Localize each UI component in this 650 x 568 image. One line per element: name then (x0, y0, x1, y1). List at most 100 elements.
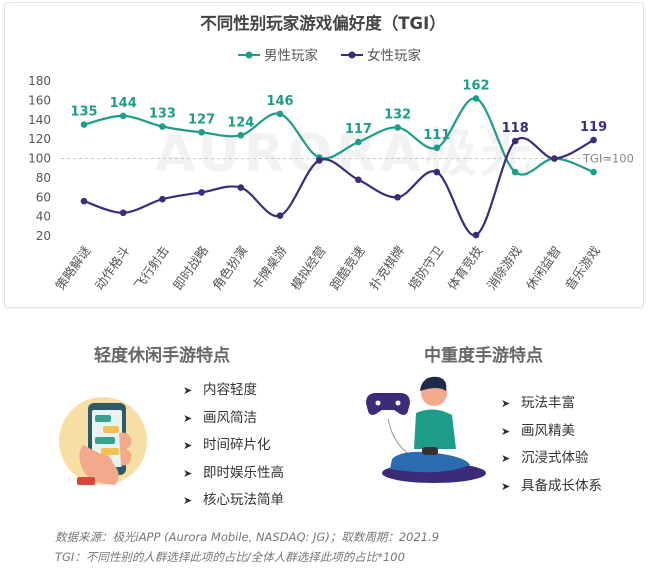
x-tick-label: 即时战略 (170, 243, 211, 293)
source-footnote: 数据来源：极光iAPP (Aurora Mobile, NASDAQ: JG)；… (55, 530, 440, 544)
x-tick-label: 跑酷竞速 (327, 243, 368, 293)
legend-label: 女性玩家 (367, 47, 421, 64)
light-game-features: ➤ 内容轻度 ➤ 画风简洁 ➤ 时间碎片化 ➤ 即时娱乐性高 ➤ 核心玩法简单 (183, 379, 284, 517)
reference-line-label: TGI=100 (582, 152, 634, 166)
data-labels: 135 144 133 127 124 146 117 132 111 162 118 119 (70, 78, 607, 142)
list-item: ➤ 画风精美 (501, 420, 602, 448)
heavy-game-title: 中重度手游特点 (424, 346, 543, 366)
chart-title: 不同性别玩家游戏偏好度（TGI） (200, 13, 445, 33)
data-label: 119 (580, 120, 607, 135)
light-game-title: 轻度休闲手游特点 (94, 346, 230, 366)
data-point (159, 195, 166, 203)
data-point (237, 184, 245, 191)
data-point (394, 193, 401, 201)
x-tick-label: 消除游戏 (484, 243, 525, 293)
data-point (276, 110, 284, 118)
data-label: 162 (462, 78, 489, 93)
arrow-right-icon: ➤ (183, 411, 193, 425)
y-tick-label: 140 (28, 113, 51, 127)
data-point (80, 197, 88, 205)
tgi-footnote: TGI：不同性别的人群选择此项的占比/全体人群选择此项的占比*100 (55, 550, 405, 564)
chart-legend: 男性玩家 女性玩家 (238, 47, 421, 64)
data-point (119, 209, 127, 217)
data-point (315, 157, 323, 164)
data-point (511, 168, 519, 176)
x-tick-label: 体育竞技 (444, 243, 485, 293)
data-label: 127 (188, 112, 215, 127)
list-item: ➤ 核心玩法简单 (183, 489, 284, 517)
data-label: 111 (423, 128, 450, 143)
legend-swatch-dot (245, 51, 253, 59)
data-point (590, 168, 597, 176)
phone-in-hand-icon (59, 397, 147, 485)
data-point (394, 124, 401, 131)
data-point (198, 189, 205, 196)
data-point (433, 168, 441, 176)
legend-label: 男性玩家 (264, 47, 318, 64)
arrow-right-icon: ➤ (501, 397, 511, 410)
data-label: 144 (110, 96, 137, 111)
series-lines (83, 97, 595, 237)
data-point (590, 136, 597, 144)
x-tick-label: 卡牌桌游 (248, 243, 289, 293)
x-tick-label: 模拟经营 (288, 243, 329, 293)
x-tick-label: 塔防守卫 (405, 243, 446, 293)
data-point (433, 144, 441, 152)
list-item: ➤ 具备成长体系 (501, 475, 602, 503)
y-tick-label: 80 (36, 171, 51, 185)
data-label: 117 (345, 122, 372, 137)
heavy-game-features: ➤ 玩法丰富 ➤ 画风精美 ➤ 沉浸式体验 ➤ 具备成长体系 (501, 392, 602, 502)
series-line-male (83, 97, 595, 176)
data-point (80, 121, 88, 128)
data-point (472, 95, 480, 102)
x-tick-label: 角色扮演 (209, 243, 250, 293)
y-tick-label: 40 (36, 210, 51, 224)
data-label: 124 (227, 115, 254, 130)
data-point (355, 176, 362, 184)
arrow-right-icon: ➤ (183, 494, 193, 507)
y-axis: 180 160 140 120 100 80 60 40 20 (28, 74, 51, 243)
y-tick-label: 100 (28, 152, 51, 166)
x-tick-label: 策略解谜 (52, 243, 93, 293)
reference-line: TGI=100 (61, 152, 634, 166)
data-label: 135 (70, 105, 97, 120)
data-point (119, 112, 127, 120)
data-point (551, 155, 558, 162)
data-label: 133 (149, 107, 176, 122)
x-tick-label: 音乐游戏 (562, 243, 603, 293)
data-point (237, 131, 245, 139)
arrow-right-icon: ➤ (501, 424, 511, 438)
arrow-right-icon: ➤ (501, 452, 511, 465)
list-item: ➤ 内容轻度 (183, 379, 284, 407)
y-tick-label: 20 (36, 229, 51, 243)
data-point (276, 212, 284, 219)
x-tick-label: 休闲益智 (523, 243, 564, 293)
y-tick-label: 160 (28, 93, 51, 107)
arrow-right-icon: ➤ (183, 384, 193, 397)
arrow-right-icon: ➤ (183, 466, 193, 480)
chart-card: AURORA极光 不同性别玩家游戏偏好度（TGI） 男性玩家 女性玩家 180 16… (4, 2, 644, 308)
data-point (355, 138, 362, 146)
arrow-right-icon: ➤ (183, 439, 193, 452)
data-points (80, 95, 597, 239)
y-tick-label: 120 (28, 132, 51, 146)
y-tick-label: 60 (36, 190, 51, 204)
list-item: ➤ 即时娱乐性高 (183, 462, 284, 490)
data-point (159, 123, 166, 130)
gamer-with-controller-icon (366, 376, 486, 483)
x-tick-label: 动作格斗 (92, 243, 133, 293)
data-point (198, 129, 205, 136)
legend-swatch-dot (348, 51, 356, 59)
arrow-right-icon: ➤ (501, 479, 511, 493)
series-line-female (83, 137, 595, 237)
y-tick-label: 180 (28, 74, 51, 88)
data-point (511, 137, 519, 145)
list-item: ➤ 时间碎片化 (183, 434, 284, 462)
list-item: ➤ 玩法丰富 (501, 392, 602, 420)
x-axis: 策略解谜动作格斗飞行射击即时战略角色扮演卡牌桌游模拟经营跑酷竞速扑克棋牌塔防守卫… (52, 243, 603, 293)
x-tick-label: 扑克棋牌 (366, 243, 407, 293)
list-item: ➤ 画风简洁 (183, 407, 284, 435)
data-point (472, 231, 480, 239)
x-tick-label: 飞行射击 (131, 243, 172, 293)
list-item: ➤ 沉浸式体验 (501, 447, 602, 475)
